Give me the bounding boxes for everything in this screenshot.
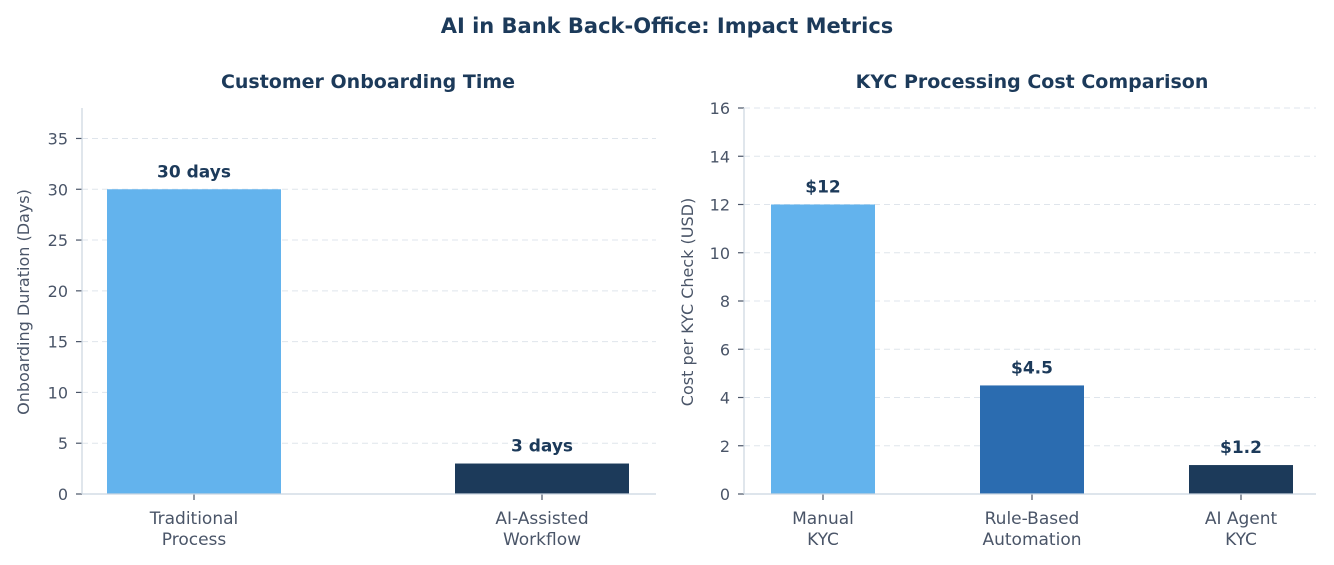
chart-title: KYC Processing Cost Comparison (856, 71, 1209, 93)
data-label: $1.2 (1220, 438, 1262, 458)
figure-title: AI in Bank Back-Office: Impact Metrics (441, 14, 894, 38)
chart-title: Customer Onboarding Time (221, 71, 515, 93)
x-tick-label: Traditional Process (149, 509, 239, 550)
x-tick-label: AI Agent KYC (1205, 509, 1278, 550)
bar (455, 463, 629, 494)
y-tick-label: 4 (720, 389, 730, 408)
x-tick-label: Manual KYC (792, 509, 854, 550)
y-tick-label: 10 (710, 244, 730, 263)
y-tick-label: 20 (48, 282, 68, 301)
x-tick-label-line: Workflow (503, 530, 581, 550)
y-tick-label: 0 (58, 485, 68, 504)
bar (107, 189, 281, 494)
y-tick-label: 15 (48, 333, 68, 352)
bar (980, 385, 1084, 494)
y-tick-label: 5 (58, 434, 68, 453)
x-tick-label-line: KYC (807, 530, 839, 550)
bar (1189, 465, 1293, 494)
y-tick-label: 0 (720, 485, 730, 504)
data-label: $12 (805, 178, 841, 198)
kyc-cost-chart: KYC Processing Cost Comparison Cost per … (678, 71, 1316, 550)
data-label: $4.5 (1011, 358, 1053, 378)
x-tick-label-line: Automation (982, 530, 1081, 550)
y-tick-label: 12 (710, 196, 730, 215)
y-tick-label: 8 (720, 292, 730, 311)
y-tick-label: 30 (48, 180, 68, 199)
x-tick-label: Rule-Based Automation (982, 509, 1081, 550)
x-tick-label-line: KYC (1225, 530, 1257, 550)
y-tick-label: 16 (710, 99, 730, 118)
data-label: 3 days (511, 437, 573, 457)
y-tick-label: 10 (48, 383, 68, 402)
x-tick-label-line: Process (162, 530, 227, 550)
x-tick-label-line: AI-Assisted (495, 509, 588, 529)
x-tick-label-line: AI Agent (1205, 509, 1278, 529)
data-label: 30 days (157, 162, 231, 182)
y-axis-label: Onboarding Duration (Days) (14, 189, 33, 415)
bar (771, 204, 875, 494)
y-axis-label: Cost per KYC Check (USD) (678, 198, 697, 406)
onboarding-time-chart: Customer Onboarding Time Onboarding Dura… (14, 71, 656, 550)
y-tick-label: 6 (720, 340, 730, 359)
x-tick-label-line: Traditional (149, 509, 239, 529)
y-tick-label: 35 (48, 129, 68, 148)
x-tick-label: AI-Assisted Workflow (495, 509, 588, 550)
y-tick-label: 14 (710, 147, 730, 166)
x-tick-label-line: Manual (792, 509, 854, 529)
y-tick-label: 25 (48, 231, 68, 250)
y-tick-label: 2 (720, 437, 730, 456)
x-tick-label-line: Rule-Based (985, 509, 1080, 529)
